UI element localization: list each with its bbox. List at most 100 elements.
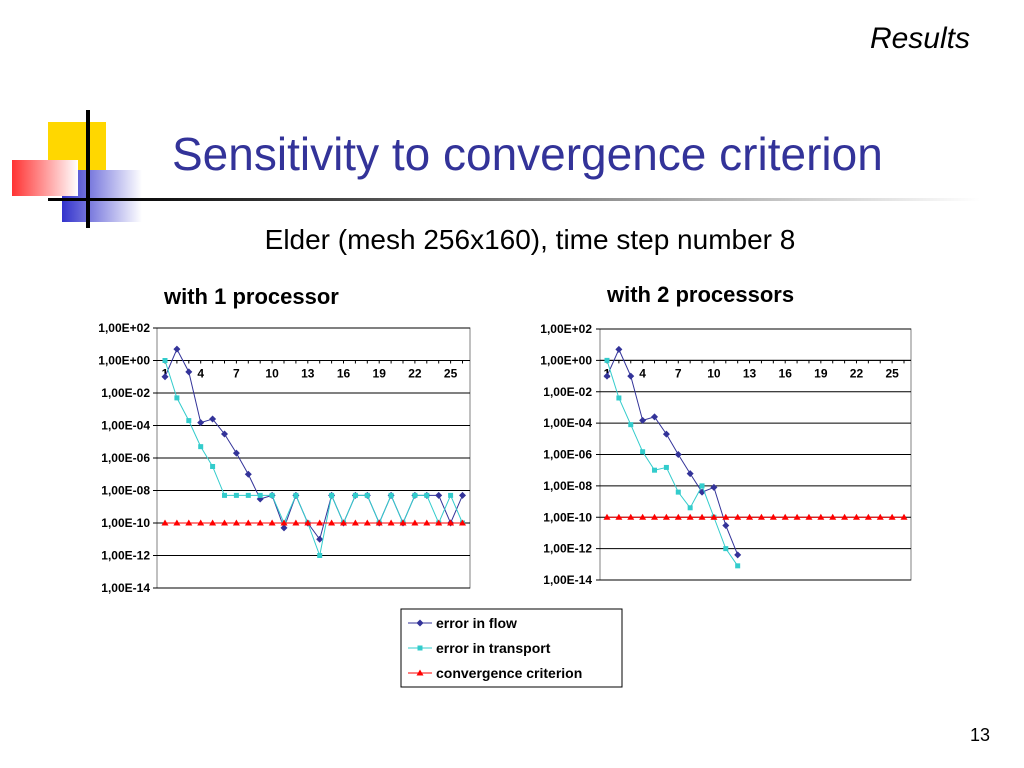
- chart-2-series-3-point: [864, 513, 872, 520]
- chart-2-series-3-point: [757, 513, 765, 520]
- chart-1-y-tick-label: 1,00E-12: [101, 549, 150, 563]
- chart-1-series-2-point: [174, 395, 180, 401]
- chart-1-series-3-point: [209, 519, 217, 526]
- chart-2-title: with 2 processors: [607, 282, 795, 307]
- chart-1-series-3-point: [447, 519, 455, 526]
- chart-2-series-1-line: [606, 348, 739, 556]
- chart-1-series-1-point: [221, 430, 228, 438]
- chart-2-series-3-point: [888, 513, 896, 520]
- chart-1-series-1-point: [209, 415, 217, 423]
- chart-1-series-3-point: [435, 519, 443, 526]
- chart-2-series-3-point: [781, 513, 789, 520]
- chart-1-series-1-point: [197, 419, 205, 427]
- chart-2-series-3-point: [627, 513, 635, 520]
- chart-2-x-tick-label: 19: [814, 366, 828, 380]
- slide-title: Sensitivity to convergence criterion: [172, 128, 883, 180]
- page-number: 13: [969, 725, 990, 745]
- chart-2-series-1-point: [722, 521, 730, 529]
- legend-marker: [417, 645, 423, 651]
- chart-1-series-1-point: [435, 491, 443, 499]
- chart-1-series-2-point: [269, 492, 275, 498]
- chart-1-series-3-point: [340, 519, 347, 526]
- chart-2: 1,00E+02 1,00E+00 1,00E-02 1,00E-04 1,00E-06…: [540, 322, 912, 587]
- chart-2-x-tick-label: 16: [779, 366, 793, 380]
- chart-2-series-2-point: [687, 505, 693, 511]
- chart-1-series-3-point: [197, 519, 205, 526]
- chart-2-series-2-point: [616, 395, 622, 401]
- chart-1-y-tick-label: 1,00E-04: [101, 419, 150, 433]
- legend-marker: [416, 619, 424, 627]
- chart-2-y-tick-label: 1,00E+02: [540, 322, 592, 336]
- chart-2-series-2-point: [699, 483, 705, 489]
- chart-1-series-3-point: [256, 519, 264, 526]
- chart-1-series-2-point: [388, 492, 394, 498]
- chart-1-series-1-point: [280, 524, 288, 532]
- chart-1-series-2-point: [210, 463, 216, 469]
- chart-1-series-2-point: [222, 492, 227, 498]
- chart-2-series-3-point: [852, 513, 860, 520]
- chart-1-series-3-point: [316, 519, 324, 526]
- chart-2-x-tick-label: 25: [885, 366, 899, 380]
- chart-1-series-1-point: [244, 470, 252, 478]
- chart-2-series-2-point: [663, 464, 669, 470]
- chart-1-x-tick-label: 10: [265, 367, 279, 381]
- chart-1-series-2-point: [293, 492, 299, 498]
- chart-1-series-3-point: [387, 519, 395, 526]
- chart-1-series-1-point: [173, 345, 181, 353]
- chart-2-x-tick-label: 22: [850, 366, 864, 380]
- chart-1-series-3-point: [411, 519, 419, 526]
- chart-1-series-3-point: [459, 519, 466, 526]
- chart-1-series-3-point: [363, 519, 371, 526]
- chart-2-series-2-point: [604, 357, 610, 363]
- chart-1-series-2-point: [364, 492, 370, 498]
- chart-2-y-tick-label: 1,00E-06: [543, 448, 592, 462]
- chart-1-x-tick-label: 4: [197, 367, 204, 381]
- chart-2-y-tick-label: 1,00E-02: [543, 385, 592, 399]
- chart-2-series-1-point: [603, 372, 611, 380]
- chart-1-series-3-point: [399, 519, 407, 526]
- chart-2-y-tick-label: 1,00E-04: [543, 416, 592, 430]
- chart-1-series-3-point: [232, 519, 240, 526]
- chart-1-series-2-point: [424, 492, 430, 498]
- chart-2-series-2-point: [628, 422, 634, 428]
- chart-2-series-3-point: [722, 513, 730, 520]
- chart-2-series-3-point: [900, 513, 908, 520]
- chart-2-series-3-point: [829, 513, 837, 520]
- chart-2-series-1-point: [639, 416, 647, 424]
- chart-2-series-2-point: [723, 546, 729, 552]
- chart-2-series-1-point: [674, 451, 682, 458]
- chart-2-x-tick-label: 10: [707, 366, 721, 380]
- chart-1-series-3-point: [292, 519, 300, 526]
- chart-1-y-tick-label: 1,00E-02: [101, 386, 150, 400]
- chart-1-series-3-point: [280, 519, 288, 526]
- chart-1-series-2-point: [317, 553, 323, 558]
- chart-1-series-2-point: [412, 492, 418, 498]
- chart-1-series-2-point: [352, 492, 358, 498]
- chart-2-series-2-line: [606, 360, 739, 567]
- chart-1-series-2-point: [257, 492, 263, 498]
- chart-1-series-3-point: [185, 519, 193, 526]
- chart-1-y-tick-label: 1,00E-10: [101, 516, 150, 530]
- chart-1-series-2-point: [329, 492, 335, 498]
- chart-2-series-3-point: [793, 513, 801, 520]
- chart-1-series-2-point: [233, 492, 239, 498]
- chart-2-y-tick-label: 1,00E-10: [543, 510, 592, 524]
- chart-2-series-1-point: [627, 372, 635, 380]
- chart-2-series-3-point: [698, 513, 706, 520]
- chart-2-x-tick-label: 7: [675, 366, 682, 380]
- logo-vertical-line: [86, 110, 90, 228]
- chart-1-series-1-point: [185, 368, 193, 376]
- chart-2-series-1-point: [710, 483, 718, 491]
- legend-marker: [416, 669, 424, 676]
- chart-1-series-3-point: [221, 519, 228, 526]
- chart-2-series-3-point: [734, 513, 742, 520]
- chart-2-series-3-point: [639, 513, 647, 520]
- chart-1-series-3-point: [161, 519, 169, 526]
- chart-2-series-3-point: [674, 513, 682, 520]
- chart-2-y-tick-label: 1,00E-12: [543, 542, 592, 556]
- slide-subtitle: Elder (mesh 256x160), time step number 8: [264, 224, 796, 255]
- chart-1-title: with 1 processor: [164, 284, 339, 309]
- legend-box: [400, 608, 623, 688]
- chart-2-series-2-point: [675, 489, 681, 495]
